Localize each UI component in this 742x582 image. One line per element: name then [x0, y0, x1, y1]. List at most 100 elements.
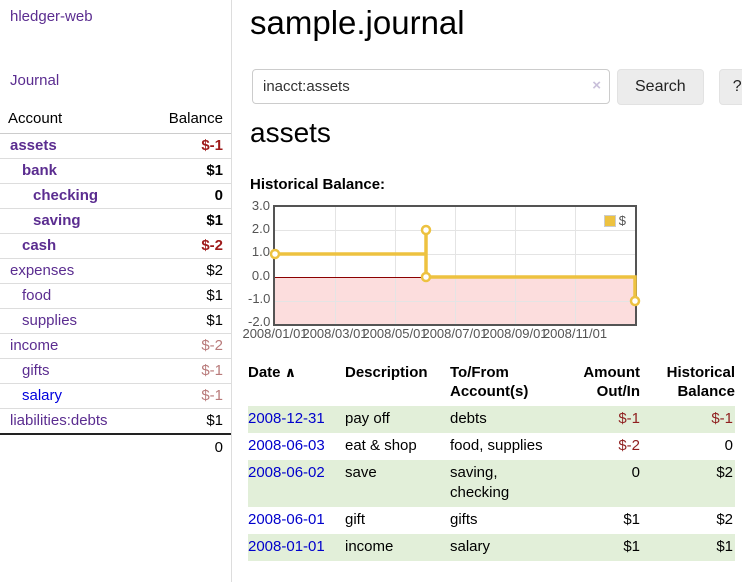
transaction-date-link[interactable]: 2008-01-01 — [248, 538, 325, 555]
search-button[interactable]: Search — [617, 69, 704, 105]
transaction-description: eat & shop — [345, 437, 417, 454]
account-link-checking[interactable]: checking — [33, 187, 99, 204]
balance-chart: 3.0 2.0 1.0 0.0 -1.0 -2.0 — [242, 198, 742, 348]
header-description: Description — [345, 364, 428, 381]
account-balance: $-1 — [143, 383, 231, 409]
transaction-row[interactable]: 2008-06-01 gift gifts $1 $2 — [248, 507, 735, 534]
transaction-accounts: saving, checking — [450, 460, 563, 507]
transactions-table: Date ∧ Description To/From Account(s) Am… — [248, 360, 735, 561]
transaction-amount: $-2 — [618, 437, 640, 454]
transaction-date-link[interactable]: 2008-12-31 — [248, 410, 325, 427]
account-balance: $-2 — [143, 333, 231, 359]
transaction-date-link[interactable]: 2008-06-02 — [248, 464, 325, 481]
transaction-amount: 0 — [563, 460, 640, 507]
account-link-liabilities-debts[interactable]: liabilities:debts — [10, 412, 108, 429]
account-heading: assets — [250, 117, 331, 148]
account-link-cash[interactable]: cash — [22, 237, 57, 254]
account-row: expenses $2 — [0, 258, 231, 284]
transaction-amount: $1 — [563, 534, 640, 561]
account-link-bank[interactable]: bank — [22, 162, 58, 179]
x-tick: 2008/09/01 — [482, 326, 548, 341]
y-tick: -1.0 — [248, 291, 271, 306]
sidebar: hledger-web Journal Account Balance asse… — [0, 0, 232, 582]
account-row: checking 0 — [0, 183, 231, 209]
account-link-income[interactable]: income — [10, 337, 59, 354]
transaction-description: income — [345, 534, 450, 561]
account-link-food[interactable]: food — [22, 287, 52, 304]
accounts-header-row: Account Balance — [0, 106, 231, 134]
balance-series-line — [269, 224, 641, 307]
x-tick: 2008/11/01 — [542, 326, 608, 341]
account-row: income $-2 — [0, 333, 231, 359]
account-link-salary[interactable]: salary — [22, 387, 63, 404]
account-row: food $1 — [0, 283, 231, 309]
account-row: cash $-2 — [0, 233, 231, 259]
transaction-balance: $1 — [640, 534, 735, 561]
accounts-header-account: Account — [0, 106, 144, 134]
transaction-date-link[interactable]: 2008-06-03 — [248, 437, 325, 454]
y-tick: 3.0 — [251, 198, 270, 213]
accounts-total-row: 0 — [0, 433, 231, 460]
account-link-assets[interactable]: assets — [10, 137, 57, 154]
header-date-label: Date — [248, 364, 281, 381]
y-tick: 1.0 — [251, 244, 270, 259]
header-date[interactable]: Date ∧ — [248, 360, 345, 406]
transaction-row[interactable]: 2008-06-02 save saving, checking 0 $2 — [248, 460, 735, 507]
transaction-balance: $2 — [640, 460, 735, 507]
account-row: saving $1 — [0, 208, 231, 234]
account-balance: 0 — [143, 183, 231, 209]
account-link-supplies[interactable]: supplies — [22, 312, 78, 329]
transaction-balance: $2 — [716, 511, 733, 528]
x-tick: 2008/03/01 — [302, 326, 368, 341]
y-tick: 0.0 — [251, 268, 270, 283]
transaction-date-link[interactable]: 2008-06-01 — [248, 511, 325, 528]
account-balance: $-2 — [143, 233, 231, 259]
transaction-description: gift — [345, 511, 366, 528]
transaction-accounts: gifts — [450, 511, 478, 528]
transaction-row[interactable]: 2008-01-01 income salary $1 $1 — [248, 534, 735, 561]
y-tick: -2.0 — [248, 314, 271, 329]
transaction-row[interactable]: 2008-12-31 pay off debts $-1 $-1 — [248, 406, 735, 433]
account-balance: $1 — [143, 283, 231, 309]
x-tick: 2008/07/01 — [422, 326, 488, 341]
brand-link[interactable]: hledger-web — [10, 8, 93, 25]
account-balance: $1 — [143, 308, 231, 334]
transaction-balance: 0 — [724, 437, 733, 454]
account-link-gifts[interactable]: gifts — [22, 362, 50, 379]
transaction-amount: $-1 — [563, 406, 640, 433]
sidebar-item-journal[interactable]: Journal — [10, 72, 60, 89]
header-accounts: To/From Account(s) — [450, 364, 529, 400]
transactions-header-row: Date ∧ Description To/From Account(s) Am… — [248, 360, 735, 406]
x-tick: 2008/01/01 — [242, 326, 308, 341]
clear-search-icon[interactable]: × — [592, 77, 601, 94]
account-link-expenses[interactable]: expenses — [10, 262, 75, 279]
legend-swatch-icon — [603, 214, 616, 227]
account-row: gifts $-1 — [0, 358, 231, 384]
account-row: salary $-1 — [0, 383, 231, 409]
header-balance: Historical Balance — [666, 364, 735, 400]
help-button[interactable]: ? — [718, 69, 742, 105]
accounts-total-value: 0 — [143, 433, 231, 460]
account-balance: $1 — [143, 408, 231, 435]
historical-balance-label: Historical Balance: — [250, 176, 386, 193]
transaction-description: save — [345, 460, 450, 507]
transaction-accounts: debts — [450, 406, 563, 433]
chart-legend: $ — [602, 212, 627, 229]
legend-label: $ — [618, 213, 626, 228]
accounts-header-balance: Balance — [143, 106, 231, 134]
y-tick: 2.0 — [251, 221, 270, 236]
transaction-balance: $-1 — [640, 406, 735, 433]
transaction-accounts: salary — [450, 534, 563, 561]
account-link-saving[interactable]: saving — [33, 212, 81, 229]
search-form: × Search ? — [252, 69, 742, 105]
search-input[interactable] — [252, 69, 610, 104]
transaction-row[interactable]: 2008-06-03 eat & shop food, supplies $-2… — [248, 433, 735, 460]
account-row: bank $1 — [0, 158, 231, 184]
account-balance: $-1 — [143, 358, 231, 384]
transaction-amount: $1 — [623, 511, 640, 528]
account-row: supplies $1 — [0, 308, 231, 334]
account-row: assets $-1 — [0, 133, 231, 159]
transaction-description: pay off — [345, 406, 450, 433]
page-title: sample.journal — [250, 4, 465, 41]
